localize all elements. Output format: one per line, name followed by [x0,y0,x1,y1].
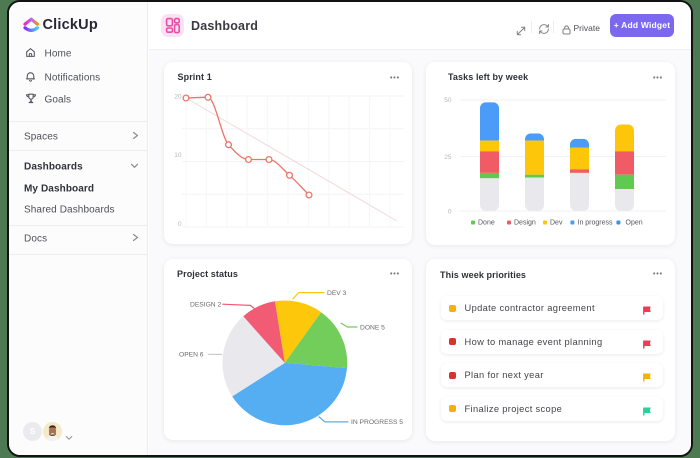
svg-text:DEV 3: DEV 3 [327,290,347,297]
svg-text:50: 50 [444,97,452,104]
svg-text:25: 25 [444,154,452,161]
svg-text:10: 10 [174,152,182,159]
svg-text:IN PROGRESS 5: IN PROGRESS 5 [351,419,403,426]
svg-text:0: 0 [178,221,182,228]
svg-text:20: 20 [174,94,182,101]
svg-text:DESIGN 2: DESIGN 2 [190,302,221,309]
svg-text:OPEN 6: OPEN 6 [179,352,204,359]
svg-text:Done: Done [478,220,495,227]
svg-text:0: 0 [448,209,452,216]
svg-text:In progress: In progress [578,220,614,227]
svg-text:Design: Design [514,220,536,227]
svg-text:Open: Open [626,220,643,227]
svg-text:DONE 5: DONE 5 [360,324,385,331]
svg-text:Dev: Dev [550,220,563,227]
